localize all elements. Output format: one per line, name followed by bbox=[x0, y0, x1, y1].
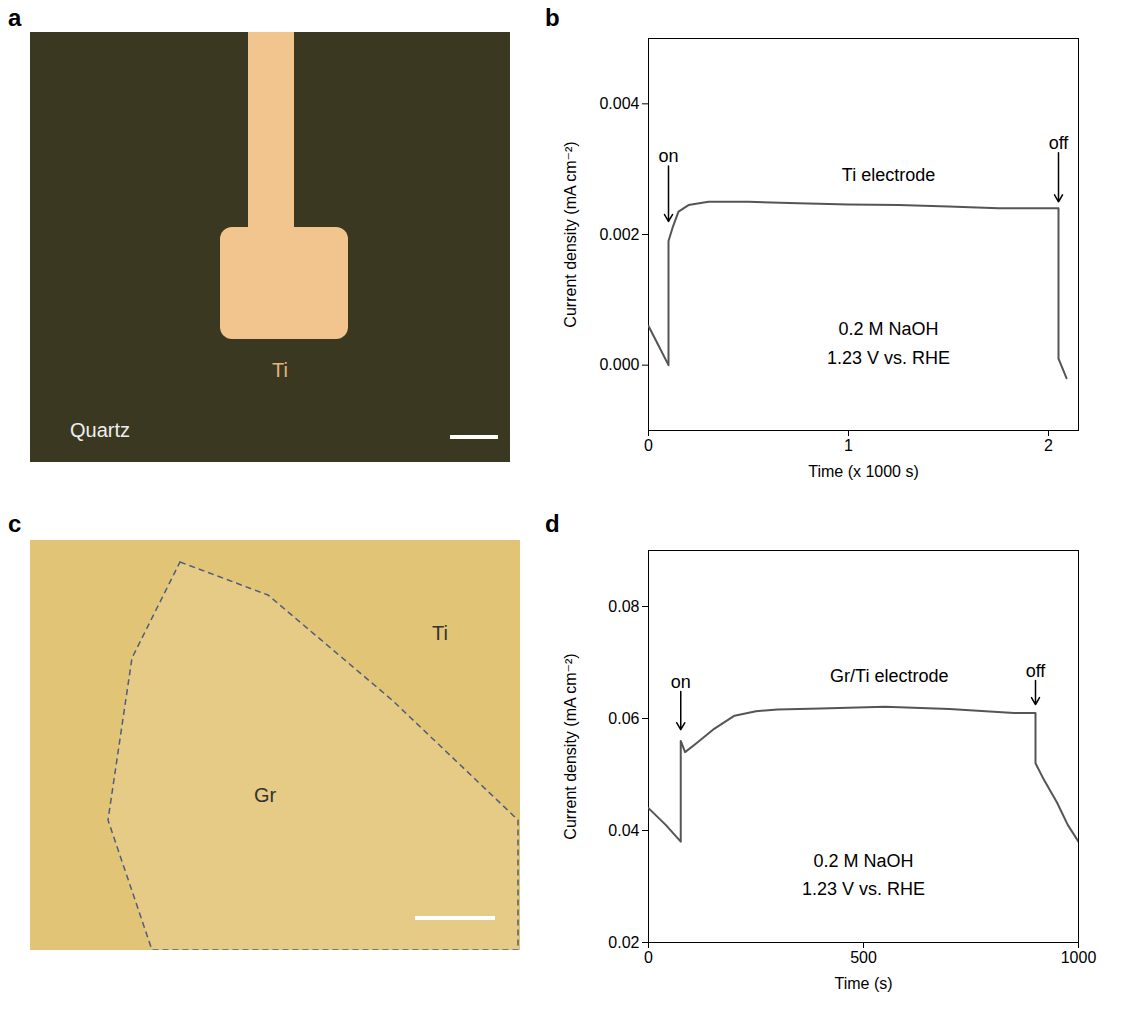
svg-text:1: 1 bbox=[844, 437, 853, 454]
svg-text:0.06: 0.06 bbox=[608, 710, 639, 727]
svg-text:0.002: 0.002 bbox=[599, 226, 639, 243]
svg-text:on: on bbox=[671, 672, 691, 692]
svg-text:0.000: 0.000 bbox=[599, 356, 639, 373]
html-text:c: c bbox=[8, 510, 22, 537]
svg-text:Ti: Ti bbox=[272, 359, 288, 381]
svg-text:Time (s): Time (s) bbox=[834, 975, 892, 992]
html-text:b: b bbox=[545, 4, 560, 31]
svg-text:off: off bbox=[1026, 661, 1047, 681]
svg-text:Gr/Ti electrode: Gr/Ti electrode bbox=[830, 666, 948, 686]
html-text:d: d bbox=[545, 510, 560, 537]
svg-text:Quartz: Quartz bbox=[70, 419, 130, 441]
svg-text:1.23 V vs. RHE: 1.23 V vs. RHE bbox=[827, 348, 950, 368]
svg-text:0.02: 0.02 bbox=[608, 934, 639, 951]
svg-text:Ti electrode: Ti electrode bbox=[842, 165, 935, 185]
svg-text:0.08: 0.08 bbox=[608, 598, 639, 615]
svg-text:0: 0 bbox=[644, 949, 653, 966]
svg-text:Ti: Ti bbox=[432, 622, 448, 644]
svg-text:on: on bbox=[658, 146, 678, 166]
svg-text:0.004: 0.004 bbox=[599, 95, 639, 112]
svg-text:0.2 M NaOH: 0.2 M NaOH bbox=[838, 319, 938, 339]
svg-text:Time (x 1000 s): Time (x 1000 s) bbox=[808, 463, 919, 480]
svg-text:500: 500 bbox=[850, 949, 877, 966]
html-text:a: a bbox=[8, 4, 22, 31]
svg-text:Current density (mA cm⁻²): Current density (mA cm⁻²) bbox=[562, 653, 579, 839]
svg-text:0.04: 0.04 bbox=[608, 822, 639, 839]
svg-text:1000: 1000 bbox=[1061, 949, 1097, 966]
svg-text:0: 0 bbox=[644, 437, 653, 454]
svg-text:0.2 M NaOH: 0.2 M NaOH bbox=[813, 851, 913, 871]
svg-text:1.23 V vs. RHE: 1.23 V vs. RHE bbox=[802, 879, 925, 899]
svg-text:Gr: Gr bbox=[254, 784, 277, 806]
svg-text:Current density (mA cm⁻²): Current density (mA cm⁻²) bbox=[562, 141, 579, 327]
svg-text:2: 2 bbox=[1044, 437, 1053, 454]
svg-text:off: off bbox=[1049, 133, 1070, 153]
